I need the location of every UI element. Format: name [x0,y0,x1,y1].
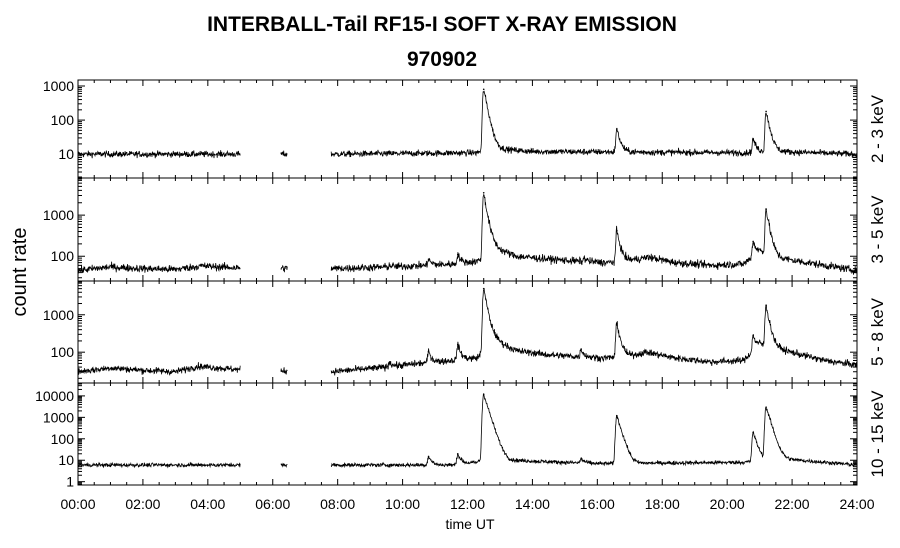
series-line [77,393,858,469]
peak-point [752,240,754,243]
x-tick-label: 12:00 [450,496,485,512]
y-tick-label: 10000 [35,388,74,404]
x-tick-label: 04:00 [190,496,225,512]
x-tick-label: 24:00 [839,496,874,512]
peak-point [580,457,582,460]
peak-point [482,191,485,194]
y-axis-label: count rate [9,228,31,317]
x-axis-label: time UT [446,516,495,532]
peak-point [752,334,754,337]
series-line [77,287,858,376]
chart-title: INTERBALL-Tail RF15-I SOFT X-RAY EMISSIO… [207,13,677,36]
peak-point [456,452,459,455]
panel-0: 1000 100 10 2 - 3 keV [43,78,887,179]
peak-point [616,322,618,324]
y-tick-label: 100 [51,112,75,128]
x-tick-label: 16:00 [580,496,615,512]
peak-point [388,264,391,267]
panel-energy-label: 2 - 3 keV [868,94,887,163]
peak-point [456,343,459,346]
peak-point [752,138,754,140]
y-tick-label: 1000 [43,78,74,94]
peak-point [482,88,485,91]
x-tick-label: 06:00 [255,496,290,512]
panel-3: 10000 1000 100 10 1 10 - 15 keV [35,382,887,490]
y-tick-label: 1000 [43,307,74,323]
peak-point [583,257,586,259]
peak-point [616,414,618,417]
peak-point [616,229,618,232]
y-tick-label: 10 [58,146,74,162]
panel-2: 1000 100 5 - 8 keV [43,280,887,384]
x-tick-label: 20:00 [710,496,745,512]
peak-point [580,348,582,351]
panel-frame [77,177,858,282]
panel-1: 1000 100 3 - 5 keV [43,177,887,282]
y-tick-label: 100 [51,344,75,360]
series-line [77,193,858,275]
peak-point [388,361,391,363]
y-tick-label: 100 [51,248,75,264]
x-tick-label: 08:00 [320,496,355,512]
y-tick-label: 1000 [43,207,74,223]
panel-energy-label: 5 - 8 keV [868,297,887,366]
chart-subtitle: 970902 [406,48,478,71]
x-tick-label: 22:00 [775,496,810,512]
peak-point [427,258,430,260]
x-tick-label: 00:00 [60,496,95,512]
panel-energy-label: 10 - 15 keV [868,390,887,478]
y-tick-label: 1 [66,474,74,490]
panel-frame [77,382,858,486]
peak-point [752,431,754,434]
y-tick-label: 100 [51,431,75,447]
peak-point [616,128,618,130]
y-tick-label: 1000 [43,409,74,425]
peak-point [456,253,459,256]
peak-point [765,208,767,210]
peak-point [765,304,767,307]
panel-frame [77,79,858,179]
x-tick-label: 14:00 [515,496,550,512]
x-tick-label: 10:00 [385,496,420,512]
peak-point [482,393,485,396]
peak-point [427,455,430,458]
peak-point [427,350,430,353]
series-line [77,90,858,159]
peak-point [765,406,767,408]
peak-point [765,110,767,113]
x-tick-label: 02:00 [125,496,160,512]
peak-point [482,287,485,290]
y-tick-label: 10 [58,452,74,468]
x-tick-label: 18:00 [645,496,680,512]
panel-energy-label: 3 - 5 keV [868,195,887,264]
